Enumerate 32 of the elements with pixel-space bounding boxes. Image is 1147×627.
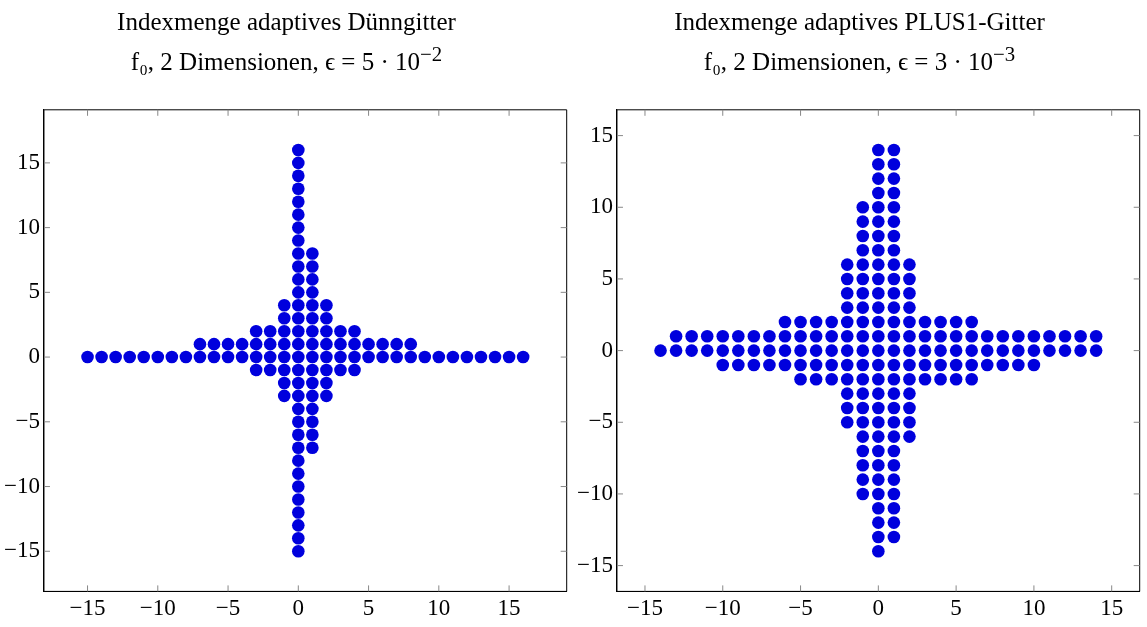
y-tick-label: 15 [16, 148, 40, 174]
x-tick-label: 0 [292, 595, 305, 621]
y-tick-label: −5 [588, 408, 613, 434]
x-tick-label: −5 [215, 595, 241, 621]
x-tick-label: −15 [69, 595, 106, 621]
x-tick-label: 0 [872, 595, 885, 621]
y-tick-label: −15 [3, 537, 40, 563]
x-tick-label: 15 [1100, 595, 1124, 621]
chart-title: Indexmenge adaptives PLUS1-Gitter [673, 8, 1046, 36]
y-tick-label: −15 [576, 551, 613, 577]
x-tick-label: −10 [704, 595, 741, 621]
x-tick-label: −10 [139, 595, 176, 621]
y-tick-label: 0 [28, 343, 40, 369]
x-tick-label: 5 [362, 595, 375, 621]
chart-subtitle: f₀, 2 Dimensionen, ϵ = 5 · 10$^{−2}$ [129, 42, 444, 77]
y-tick-label: −10 [576, 479, 613, 505]
y-tick-label: −10 [3, 472, 40, 498]
y-tick-label: 5 [28, 278, 40, 304]
chart-subtitle: f₀, 2 Dimensionen, ϵ = 3 · 10$^{−3}$ [702, 42, 1017, 77]
chart-title: Indexmenge adaptives Dünngitter [116, 8, 457, 36]
y-tick-label: 5 [601, 264, 613, 290]
x-tick-label: 15 [497, 595, 521, 621]
y-tick-label: 10 [589, 193, 613, 219]
y-tick-label: 10 [16, 213, 40, 239]
y-tick-label: 0 [601, 336, 613, 362]
y-tick-label: 15 [589, 121, 613, 147]
x-tick-label: −15 [626, 595, 663, 621]
x-tick-label: 5 [950, 595, 962, 621]
x-tick-label: 10 [1022, 595, 1046, 621]
x-tick-label: −5 [788, 595, 813, 621]
y-tick-label: −5 [15, 407, 40, 433]
x-tick-label: 10 [427, 595, 451, 621]
